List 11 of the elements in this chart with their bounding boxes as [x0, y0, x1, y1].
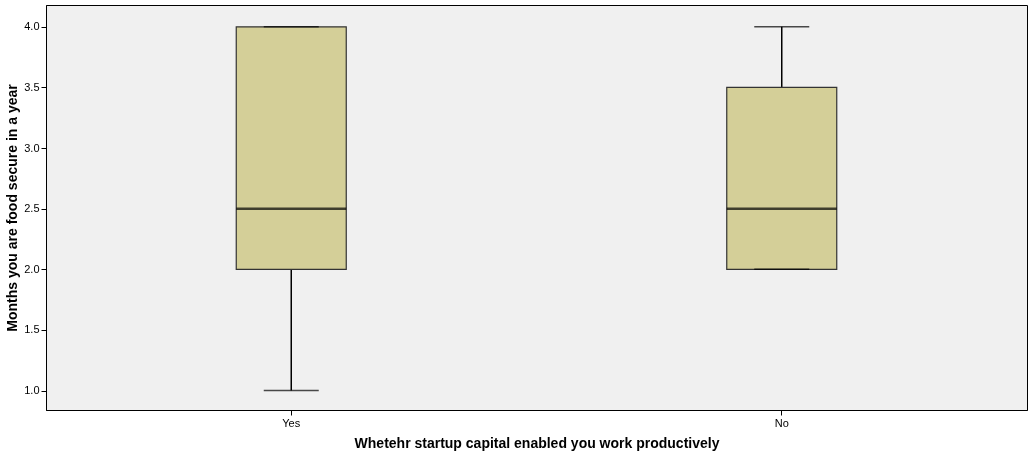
y-tick-label: 4.0	[24, 20, 40, 33]
y-tick-label: 1.0	[24, 384, 40, 397]
x-tick-label: No	[774, 416, 789, 429]
y-tick-label: 2.5	[24, 202, 40, 215]
y-tick-label: 3.0	[24, 141, 40, 154]
y-tick-label: 1.5	[24, 323, 40, 336]
y-axis-title: Months you are food secure in a year	[4, 83, 21, 332]
x-axis-title: Whetehr startup capital enabled you work productively	[354, 434, 720, 451]
y-tick-label: 2.0	[24, 262, 40, 275]
y-tick-label: 3.5	[24, 80, 40, 93]
x-tick-label: Yes	[282, 416, 301, 429]
